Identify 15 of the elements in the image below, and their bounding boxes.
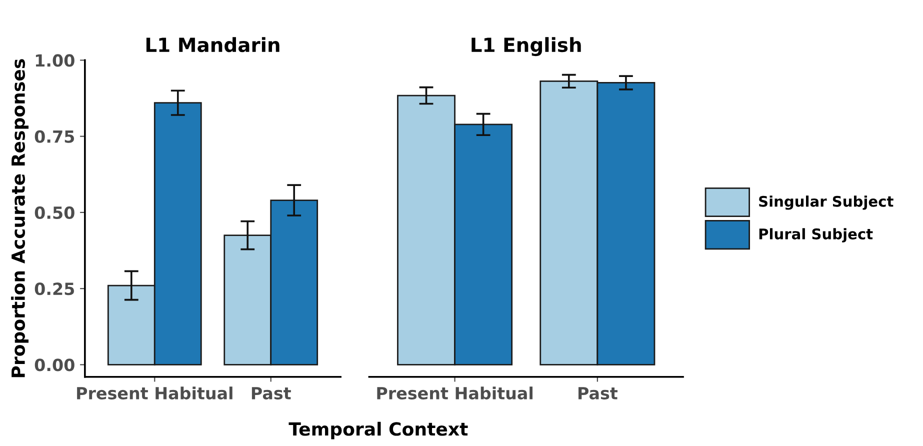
x-axis-title: Temporal Context bbox=[288, 422, 468, 440]
y-tick-label: 0.75 bbox=[34, 130, 74, 143]
x-tick-label: Present Habitual bbox=[377, 386, 532, 400]
y-tick-label: 0.25 bbox=[34, 282, 74, 296]
y-tick-label: 0.50 bbox=[34, 206, 74, 220]
legend-label: Singular Subject bbox=[759, 196, 894, 210]
x-tick-label: Past bbox=[252, 387, 291, 400]
y-tick-label: 0.00 bbox=[34, 358, 74, 372]
x-tick-label: Past bbox=[578, 387, 618, 400]
chart-title: L1 Mandarin bbox=[146, 37, 280, 52]
y-axis-title: Proportion Accurate Responses bbox=[11, 59, 29, 378]
chart-title: L1 English bbox=[472, 37, 581, 56]
x-tick-label: Present Habitual bbox=[77, 386, 232, 400]
legend-label: Plural Subject bbox=[759, 228, 873, 242]
y-tick-label: 1.00 bbox=[36, 54, 74, 67]
